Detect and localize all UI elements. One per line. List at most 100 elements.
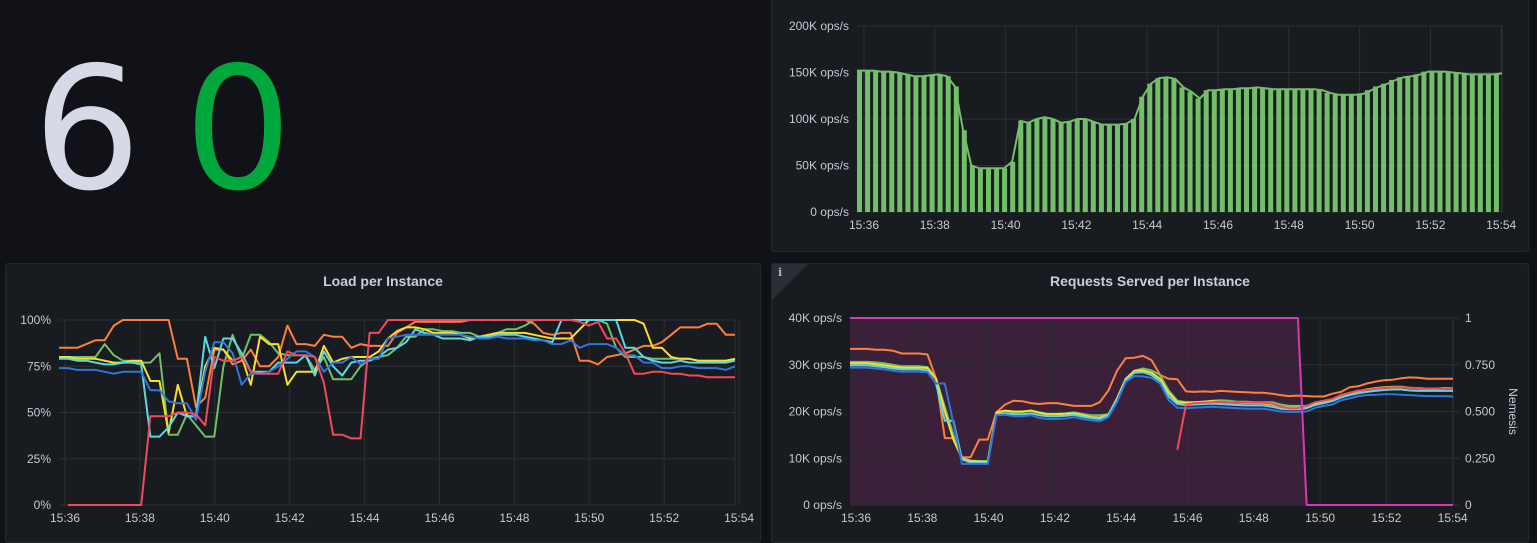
- x-tick-label: 15:46: [1172, 511, 1202, 525]
- bar[interactable]: [1227, 89, 1233, 212]
- bar[interactable]: [969, 165, 975, 213]
- bar[interactable]: [1026, 122, 1032, 212]
- throughput-panel[interactable]: 0 ops/s 50K ops/s 100K ops/s 150K ops/s 200K…: [771, 0, 1529, 252]
- bar[interactable]: [1211, 90, 1217, 212]
- bar[interactable]: [1485, 74, 1491, 213]
- bar[interactable]: [897, 72, 903, 213]
- bar[interactable]: [1155, 78, 1161, 212]
- bar[interactable]: [1115, 124, 1120, 212]
- bar[interactable]: [994, 168, 1000, 212]
- bar[interactable]: [1018, 120, 1024, 212]
- bar[interactable]: [986, 168, 991, 212]
- bar[interactable]: [1421, 71, 1427, 212]
- bar[interactable]: [1066, 121, 1072, 212]
- bar[interactable]: [865, 70, 871, 212]
- bar[interactable]: [1074, 119, 1080, 212]
- bar[interactable]: [1316, 90, 1322, 212]
- bar[interactable]: [1373, 86, 1378, 213]
- bar[interactable]: [1050, 119, 1056, 212]
- series-line-instance-1[interactable]: [850, 347, 1453, 459]
- bar[interactable]: [1058, 122, 1064, 212]
- bar[interactable]: [1461, 74, 1467, 213]
- bar[interactable]: [1203, 90, 1209, 212]
- series-line-instance-4[interactable]: [59, 319, 736, 438]
- bar[interactable]: [1034, 119, 1040, 212]
- bar[interactable]: [889, 71, 895, 212]
- info-corner[interactable]: [772, 264, 808, 300]
- bar[interactable]: [1429, 71, 1435, 212]
- bar[interactable]: [1381, 83, 1387, 212]
- bar[interactable]: [1235, 88, 1241, 212]
- bar[interactable]: [1276, 89, 1282, 212]
- series-line-instance-6[interactable]: [1176, 386, 1454, 450]
- series-line-instance-3[interactable]: [59, 319, 736, 434]
- requests-panel[interactable]: i Requests Served per Instance 0 ops/s 10…: [771, 263, 1529, 543]
- bar[interactable]: [953, 86, 959, 213]
- bar[interactable]: [1123, 123, 1129, 212]
- bar[interactable]: [1106, 124, 1112, 212]
- bar[interactable]: [1348, 94, 1354, 212]
- bar[interactable]: [1187, 92, 1193, 212]
- load-chart[interactable]: 0% 25% 50% 75% 100% 15:36 15:38 15:40 15:42 15:44…: [6, 264, 761, 543]
- throughput-chart[interactable]: 0 ops/s 50K ops/s 100K ops/s 150K ops/s 200K…: [772, 0, 1529, 252]
- bar[interactable]: [913, 76, 919, 212]
- series-line-Nemesis[interactable]: [850, 317, 1453, 506]
- bar[interactable]: [1171, 79, 1177, 212]
- bar[interactable]: [873, 70, 879, 212]
- bar[interactable]: [1477, 74, 1483, 213]
- bar[interactable]: [1364, 90, 1370, 212]
- bar[interactable]: [1332, 94, 1338, 212]
- bar[interactable]: [1260, 88, 1266, 212]
- bar[interactable]: [1300, 89, 1306, 212]
- bar[interactable]: [1405, 76, 1411, 212]
- bar[interactable]: [977, 168, 983, 212]
- bar[interactable]: [1324, 93, 1330, 212]
- bar[interactable]: [921, 76, 927, 212]
- bar[interactable]: [1493, 73, 1499, 213]
- bar[interactable]: [1268, 89, 1274, 212]
- series-line-instance-4[interactable]: [850, 364, 1453, 464]
- bar[interactable]: [945, 76, 951, 212]
- load-panel[interactable]: Load per Instance 0% 25% 50% 75% 100% 15:36 15…: [5, 263, 761, 543]
- info-icon[interactable]: i: [778, 266, 783, 279]
- bar[interactable]: [929, 75, 935, 212]
- series-line-instance-5[interactable]: [850, 366, 1454, 465]
- bar[interactable]: [961, 130, 967, 212]
- bar[interactable]: [1340, 94, 1346, 212]
- bar[interactable]: [1389, 79, 1395, 213]
- bar[interactable]: [1042, 117, 1048, 212]
- bar[interactable]: [1397, 77, 1403, 212]
- bar[interactable]: [1010, 161, 1016, 212]
- requests-chart[interactable]: 0 ops/s 10K ops/s 20K ops/s 30K ops/s 40K op…: [772, 264, 1529, 543]
- bar[interactable]: [1082, 119, 1088, 212]
- bar[interactable]: [1437, 71, 1443, 212]
- bar[interactable]: [1244, 88, 1249, 212]
- bar[interactable]: [937, 74, 943, 213]
- bar[interactable]: [1453, 73, 1459, 213]
- bar[interactable]: [1195, 98, 1201, 213]
- bar[interactable]: [1179, 87, 1185, 212]
- bar[interactable]: [1284, 89, 1290, 212]
- bar[interactable]: [1219, 89, 1225, 212]
- bar[interactable]: [905, 74, 911, 213]
- bar[interactable]: [1252, 87, 1258, 212]
- bar[interactable]: [881, 71, 887, 212]
- bar[interactable]: [1308, 89, 1314, 212]
- bar[interactable]: [1131, 119, 1137, 212]
- bar[interactable]: [1147, 83, 1153, 212]
- bar[interactable]: [857, 70, 862, 212]
- bar[interactable]: [1098, 124, 1104, 212]
- bar[interactable]: [1413, 74, 1419, 213]
- bar[interactable]: [1090, 121, 1096, 212]
- bar[interactable]: [1002, 168, 1008, 212]
- bar[interactable]: [1139, 96, 1145, 212]
- panel-title[interactable]: Requests Served per Instance: [1050, 273, 1250, 289]
- panel-title[interactable]: Load per Instance: [323, 273, 443, 289]
- series-line-instance-6[interactable]: [68, 319, 735, 506]
- bar[interactable]: [1356, 93, 1362, 212]
- bar[interactable]: [1469, 74, 1475, 213]
- series-line-instance-5[interactable]: [59, 333, 736, 421]
- bar[interactable]: [1163, 77, 1169, 212]
- bar[interactable]: [1292, 89, 1298, 212]
- bar[interactable]: [1445, 72, 1451, 213]
